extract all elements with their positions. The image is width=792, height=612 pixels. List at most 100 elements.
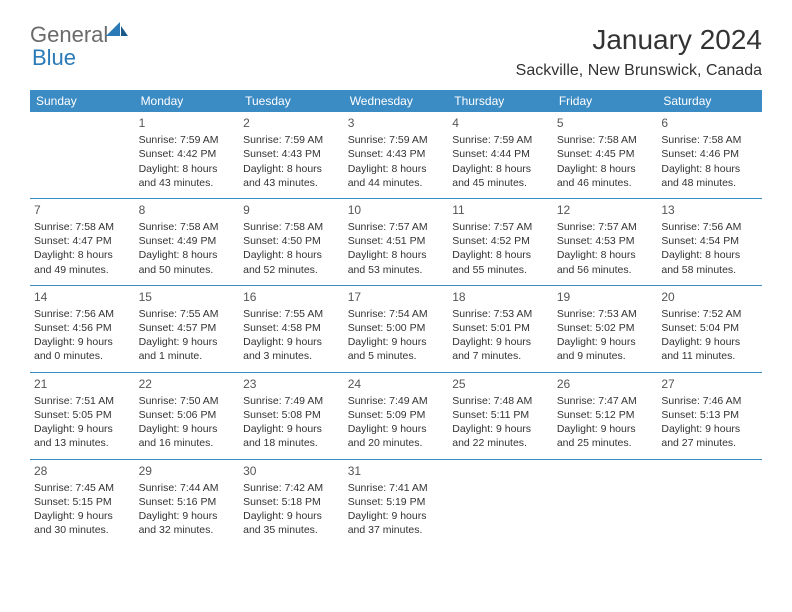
calendar-week-row: 1Sunrise: 7:59 AMSunset: 4:42 PMDaylight…: [30, 112, 762, 198]
day-info-line: Sunrise: 7:57 AM: [557, 220, 654, 234]
day-number: 19: [557, 289, 654, 305]
day-info-line: and 43 minutes.: [243, 176, 340, 190]
day-info-line: Sunrise: 7:58 AM: [34, 220, 131, 234]
day-info-line: Sunrise: 7:58 AM: [243, 220, 340, 234]
calendar-day-cell: 2Sunrise: 7:59 AMSunset: 4:43 PMDaylight…: [239, 112, 344, 198]
calendar-week-row: 28Sunrise: 7:45 AMSunset: 5:15 PMDayligh…: [30, 459, 762, 545]
day-number: 13: [661, 202, 758, 218]
day-info-line: Sunset: 5:13 PM: [661, 408, 758, 422]
calendar-day-cell: 5Sunrise: 7:58 AMSunset: 4:45 PMDaylight…: [553, 112, 658, 198]
calendar-day-cell: 9Sunrise: 7:58 AMSunset: 4:50 PMDaylight…: [239, 198, 344, 285]
day-info-line: Daylight: 9 hours: [557, 422, 654, 436]
day-info-line: Daylight: 9 hours: [452, 335, 549, 349]
day-info-line: Sunset: 5:04 PM: [661, 321, 758, 335]
day-info-line: Sunset: 4:43 PM: [243, 147, 340, 161]
day-info-line: and 52 minutes.: [243, 263, 340, 277]
day-info-line: Sunrise: 7:44 AM: [139, 481, 236, 495]
day-info-line: Sunset: 4:46 PM: [661, 147, 758, 161]
day-info-line: Daylight: 9 hours: [139, 335, 236, 349]
day-info-line: and 32 minutes.: [139, 523, 236, 537]
day-info-line: and 16 minutes.: [139, 436, 236, 450]
calendar-day-cell: 29Sunrise: 7:44 AMSunset: 5:16 PMDayligh…: [135, 459, 240, 545]
day-info-line: Daylight: 9 hours: [348, 509, 445, 523]
day-info-line: and 43 minutes.: [139, 176, 236, 190]
day-info-line: Sunrise: 7:42 AM: [243, 481, 340, 495]
day-info-line: Daylight: 9 hours: [139, 509, 236, 523]
calendar-header-row: SundayMondayTuesdayWednesdayThursdayFrid…: [30, 90, 762, 112]
calendar-empty-cell: [553, 459, 658, 545]
day-info-line: Daylight: 9 hours: [348, 335, 445, 349]
day-number: 3: [348, 115, 445, 131]
day-info-line: and 37 minutes.: [348, 523, 445, 537]
day-number: 24: [348, 376, 445, 392]
day-number: 22: [139, 376, 236, 392]
day-info-line: Daylight: 9 hours: [34, 422, 131, 436]
day-number: 8: [139, 202, 236, 218]
calendar-day-cell: 1Sunrise: 7:59 AMSunset: 4:42 PMDaylight…: [135, 112, 240, 198]
day-number: 4: [452, 115, 549, 131]
day-info-line: Sunset: 4:42 PM: [139, 147, 236, 161]
calendar-day-cell: 21Sunrise: 7:51 AMSunset: 5:05 PMDayligh…: [30, 372, 135, 459]
calendar-day-cell: 14Sunrise: 7:56 AMSunset: 4:56 PMDayligh…: [30, 285, 135, 372]
day-number: 7: [34, 202, 131, 218]
day-info-line: and 48 minutes.: [661, 176, 758, 190]
day-number: 17: [348, 289, 445, 305]
day-info-line: Daylight: 8 hours: [557, 162, 654, 176]
calendar-day-cell: 6Sunrise: 7:58 AMSunset: 4:46 PMDaylight…: [657, 112, 762, 198]
day-info-line: Sunset: 5:01 PM: [452, 321, 549, 335]
calendar-day-cell: 17Sunrise: 7:54 AMSunset: 5:00 PMDayligh…: [344, 285, 449, 372]
weekday-header: Monday: [135, 90, 240, 112]
day-info-line: Sunrise: 7:51 AM: [34, 394, 131, 408]
day-info-line: and 35 minutes.: [243, 523, 340, 537]
calendar-day-cell: 23Sunrise: 7:49 AMSunset: 5:08 PMDayligh…: [239, 372, 344, 459]
logo-sail-icon: [106, 20, 128, 41]
calendar-day-cell: 7Sunrise: 7:58 AMSunset: 4:47 PMDaylight…: [30, 198, 135, 285]
day-info-line: Daylight: 9 hours: [243, 422, 340, 436]
day-info-line: Sunrise: 7:47 AM: [557, 394, 654, 408]
day-info-line: Sunset: 4:45 PM: [557, 147, 654, 161]
day-info-line: Daylight: 8 hours: [557, 248, 654, 262]
weekday-header: Wednesday: [344, 90, 449, 112]
calendar-day-cell: 24Sunrise: 7:49 AMSunset: 5:09 PMDayligh…: [344, 372, 449, 459]
day-info-line: Sunrise: 7:59 AM: [452, 133, 549, 147]
calendar-day-cell: 30Sunrise: 7:42 AMSunset: 5:18 PMDayligh…: [239, 459, 344, 545]
day-info-line: and 25 minutes.: [557, 436, 654, 450]
day-info-line: Sunrise: 7:58 AM: [139, 220, 236, 234]
calendar-week-row: 7Sunrise: 7:58 AMSunset: 4:47 PMDaylight…: [30, 198, 762, 285]
day-info-line: and 1 minute.: [139, 349, 236, 363]
weekday-header: Tuesday: [239, 90, 344, 112]
day-number: 21: [34, 376, 131, 392]
day-info-line: Sunrise: 7:56 AM: [34, 307, 131, 321]
day-info-line: Sunset: 4:54 PM: [661, 234, 758, 248]
day-info-line: and 18 minutes.: [243, 436, 340, 450]
logo: General Blue: [30, 24, 128, 70]
calendar-day-cell: 20Sunrise: 7:52 AMSunset: 5:04 PMDayligh…: [657, 285, 762, 372]
day-info-line: Sunrise: 7:57 AM: [452, 220, 549, 234]
calendar-day-cell: 3Sunrise: 7:59 AMSunset: 4:43 PMDaylight…: [344, 112, 449, 198]
title-block: January 2024 Sackville, New Brunswick, C…: [516, 24, 762, 80]
day-number: 2: [243, 115, 340, 131]
day-info-line: Daylight: 8 hours: [139, 248, 236, 262]
day-info-line: Daylight: 9 hours: [243, 509, 340, 523]
day-info-line: Sunset: 5:19 PM: [348, 495, 445, 509]
day-info-line: Sunrise: 7:55 AM: [139, 307, 236, 321]
day-info-line: Daylight: 9 hours: [139, 422, 236, 436]
day-info-line: Sunrise: 7:57 AM: [348, 220, 445, 234]
day-info-line: Sunrise: 7:46 AM: [661, 394, 758, 408]
day-info-line: Sunset: 4:58 PM: [243, 321, 340, 335]
logo-word-1: General: [30, 22, 108, 47]
day-info-line: Sunset: 4:50 PM: [243, 234, 340, 248]
day-info-line: and 44 minutes.: [348, 176, 445, 190]
day-info-line: Sunset: 4:57 PM: [139, 321, 236, 335]
day-info-line: Sunrise: 7:41 AM: [348, 481, 445, 495]
day-number: 16: [243, 289, 340, 305]
day-info-line: Sunset: 5:09 PM: [348, 408, 445, 422]
day-info-line: Sunset: 4:53 PM: [557, 234, 654, 248]
calendar-day-cell: 8Sunrise: 7:58 AMSunset: 4:49 PMDaylight…: [135, 198, 240, 285]
calendar-day-cell: 10Sunrise: 7:57 AMSunset: 4:51 PMDayligh…: [344, 198, 449, 285]
day-info-line: Sunset: 5:08 PM: [243, 408, 340, 422]
day-info-line: Sunrise: 7:48 AM: [452, 394, 549, 408]
day-info-line: Sunrise: 7:59 AM: [348, 133, 445, 147]
day-number: 30: [243, 463, 340, 479]
day-number: 6: [661, 115, 758, 131]
